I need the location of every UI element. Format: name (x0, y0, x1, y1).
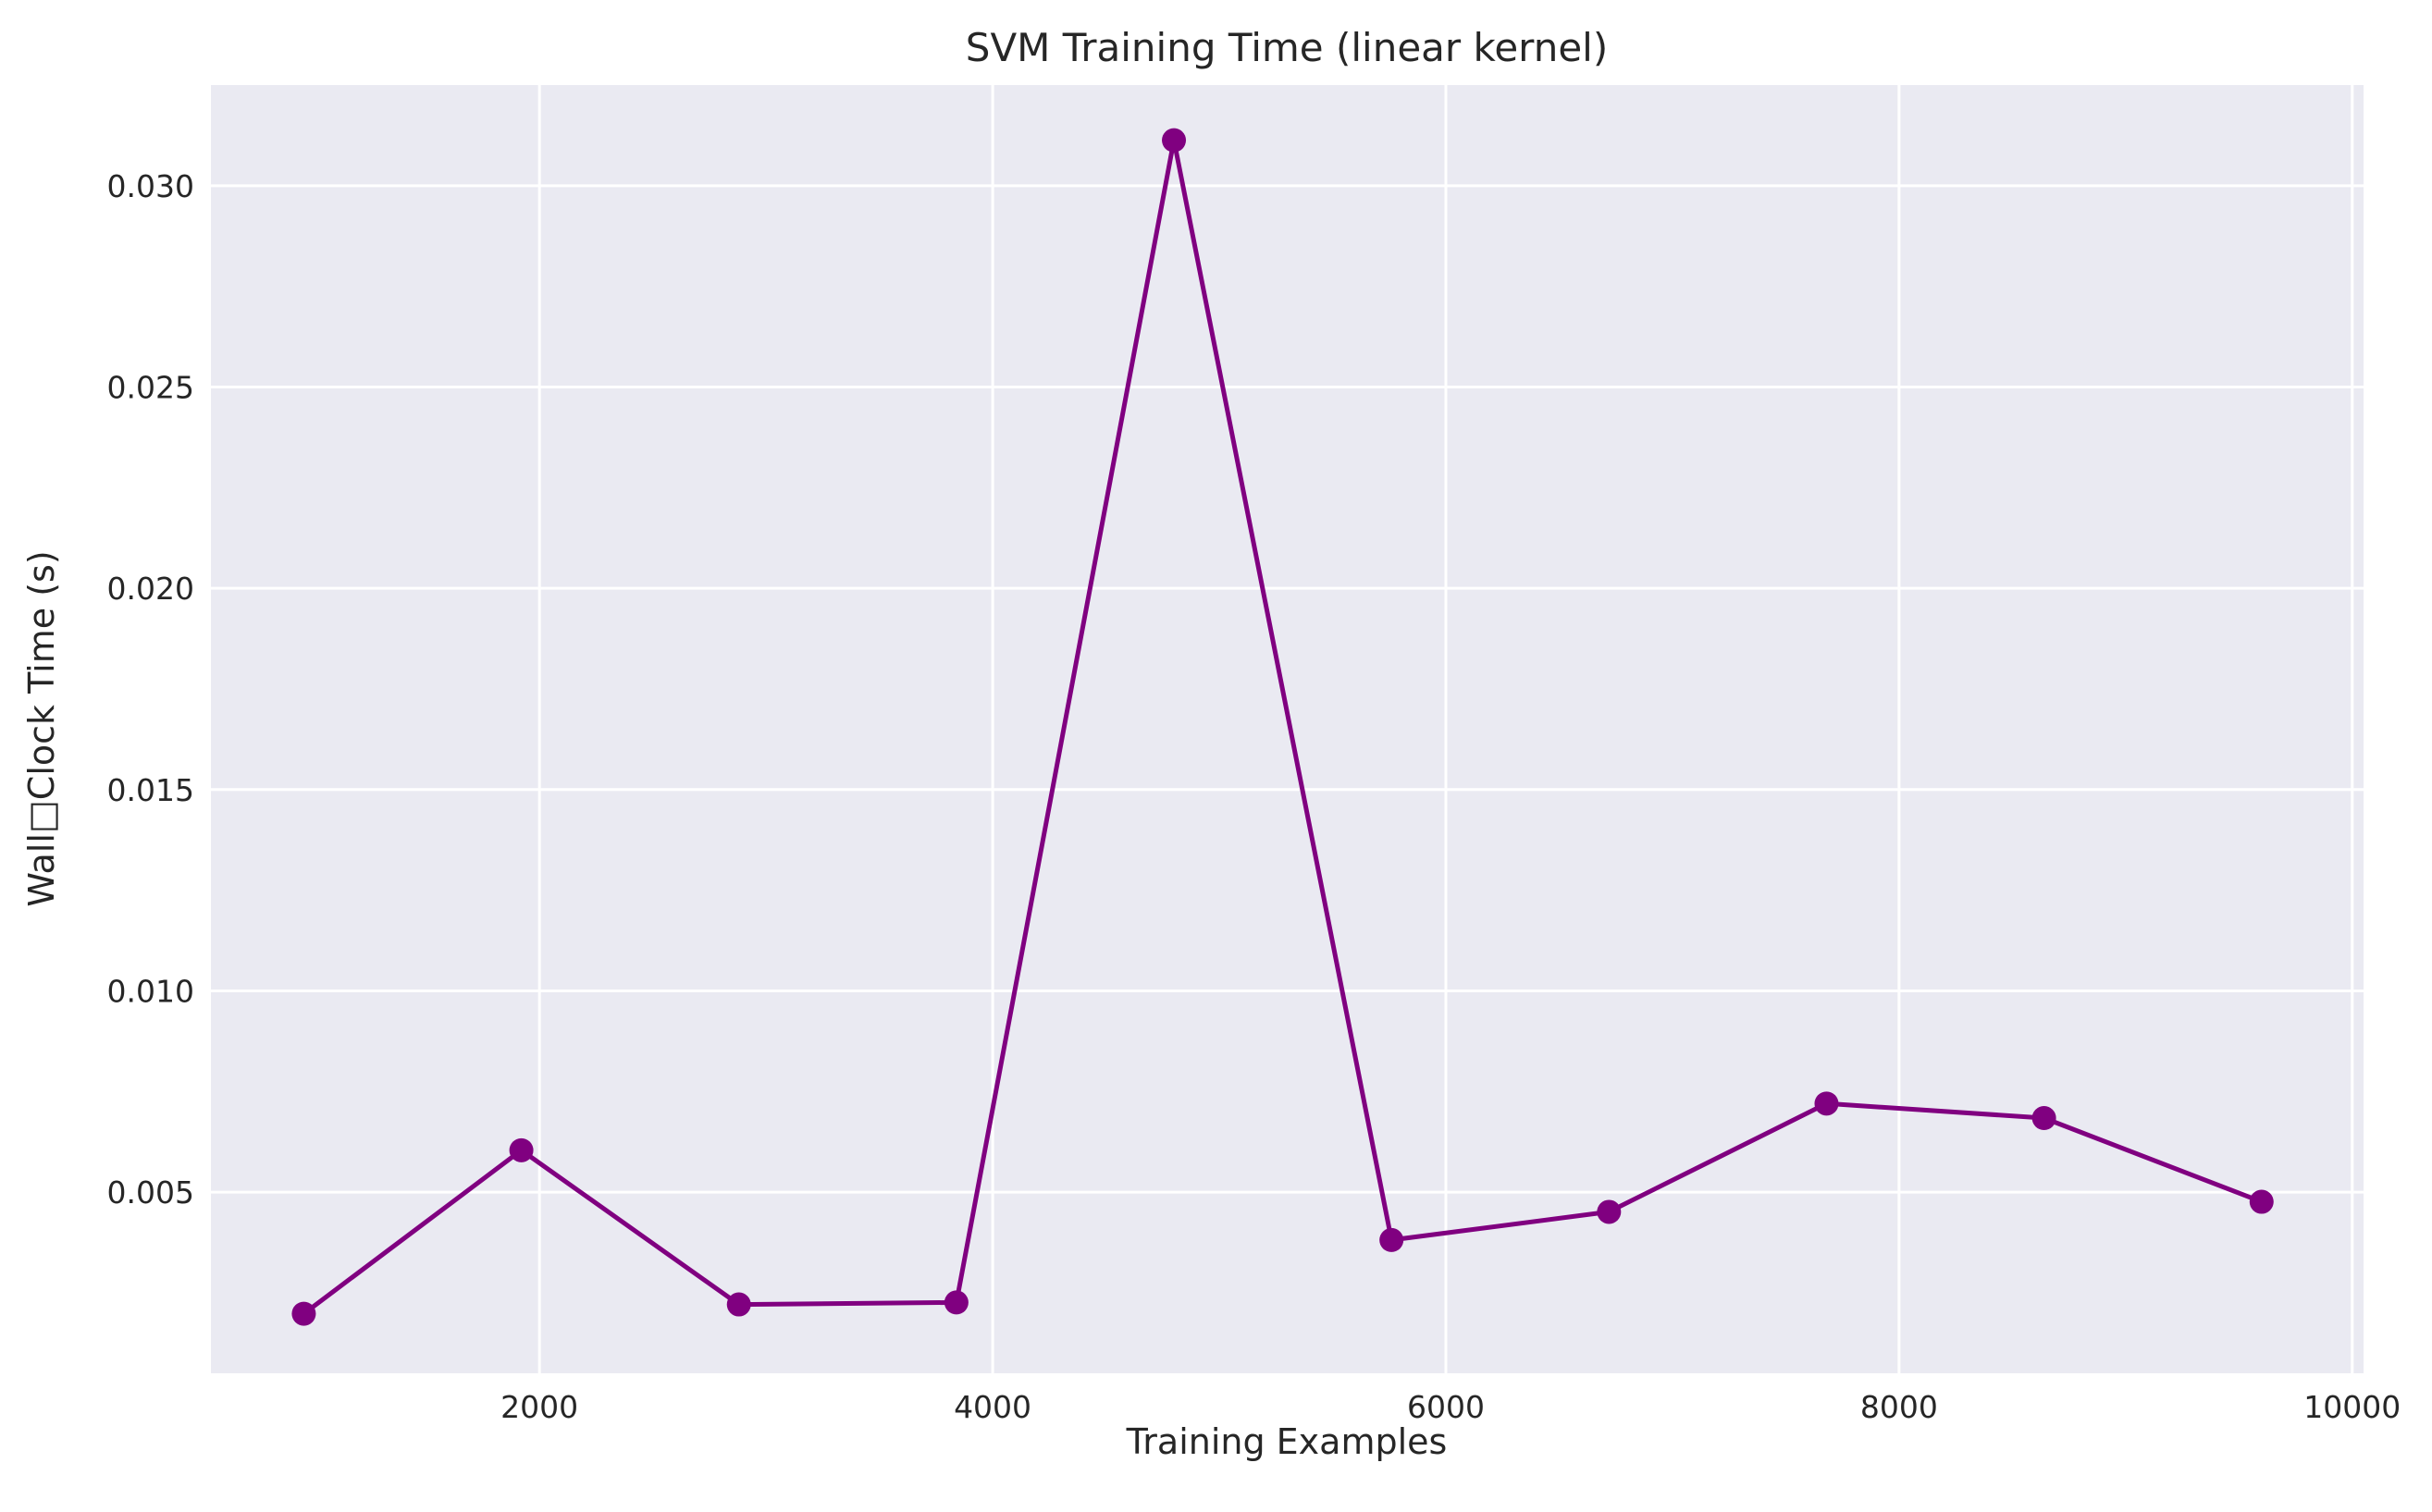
x-tick-label: 4000 (954, 1389, 1031, 1425)
x-tick-label: 6000 (1407, 1389, 1485, 1425)
data-point (2031, 1106, 2056, 1131)
x-tick-label: 2000 (500, 1389, 578, 1425)
data-point (726, 1292, 751, 1317)
data-point (291, 1301, 316, 1326)
x-tick-label: 8000 (1860, 1389, 1938, 1425)
data-point (509, 1137, 534, 1162)
data-point (2249, 1189, 2274, 1214)
y-tick-label: 0.005 (107, 1174, 194, 1211)
data-point (1162, 128, 1187, 153)
y-tick-label: 0.030 (107, 168, 194, 204)
y-axis-title: Wall□Clock Time (s) (21, 550, 62, 906)
y-tick-label: 0.010 (107, 973, 194, 1009)
grid-lines (211, 85, 2364, 1373)
series-layer (291, 128, 2274, 1326)
y-tick-label: 0.025 (107, 369, 194, 405)
x-tick-label: 10000 (2303, 1389, 2401, 1425)
plot-background (211, 85, 2364, 1373)
data-point (944, 1290, 969, 1315)
x-axis-title: Training Examples (1126, 1421, 1448, 1462)
data-point (1379, 1227, 1404, 1252)
series-line (302, 138, 2263, 1316)
y-tick-label: 0.015 (107, 772, 194, 808)
y-tick-labels: 0.005 0.010 0.015 0.020 0.025 0.030 (107, 168, 194, 1211)
x-tick-labels: 2000 4000 6000 8000 10000 (500, 1389, 2401, 1425)
y-tick-label: 0.020 (107, 571, 194, 607)
data-point (1814, 1091, 1839, 1116)
chart-title: SVM Training Time (linear kernel) (966, 25, 1608, 70)
data-point (1597, 1199, 1622, 1224)
